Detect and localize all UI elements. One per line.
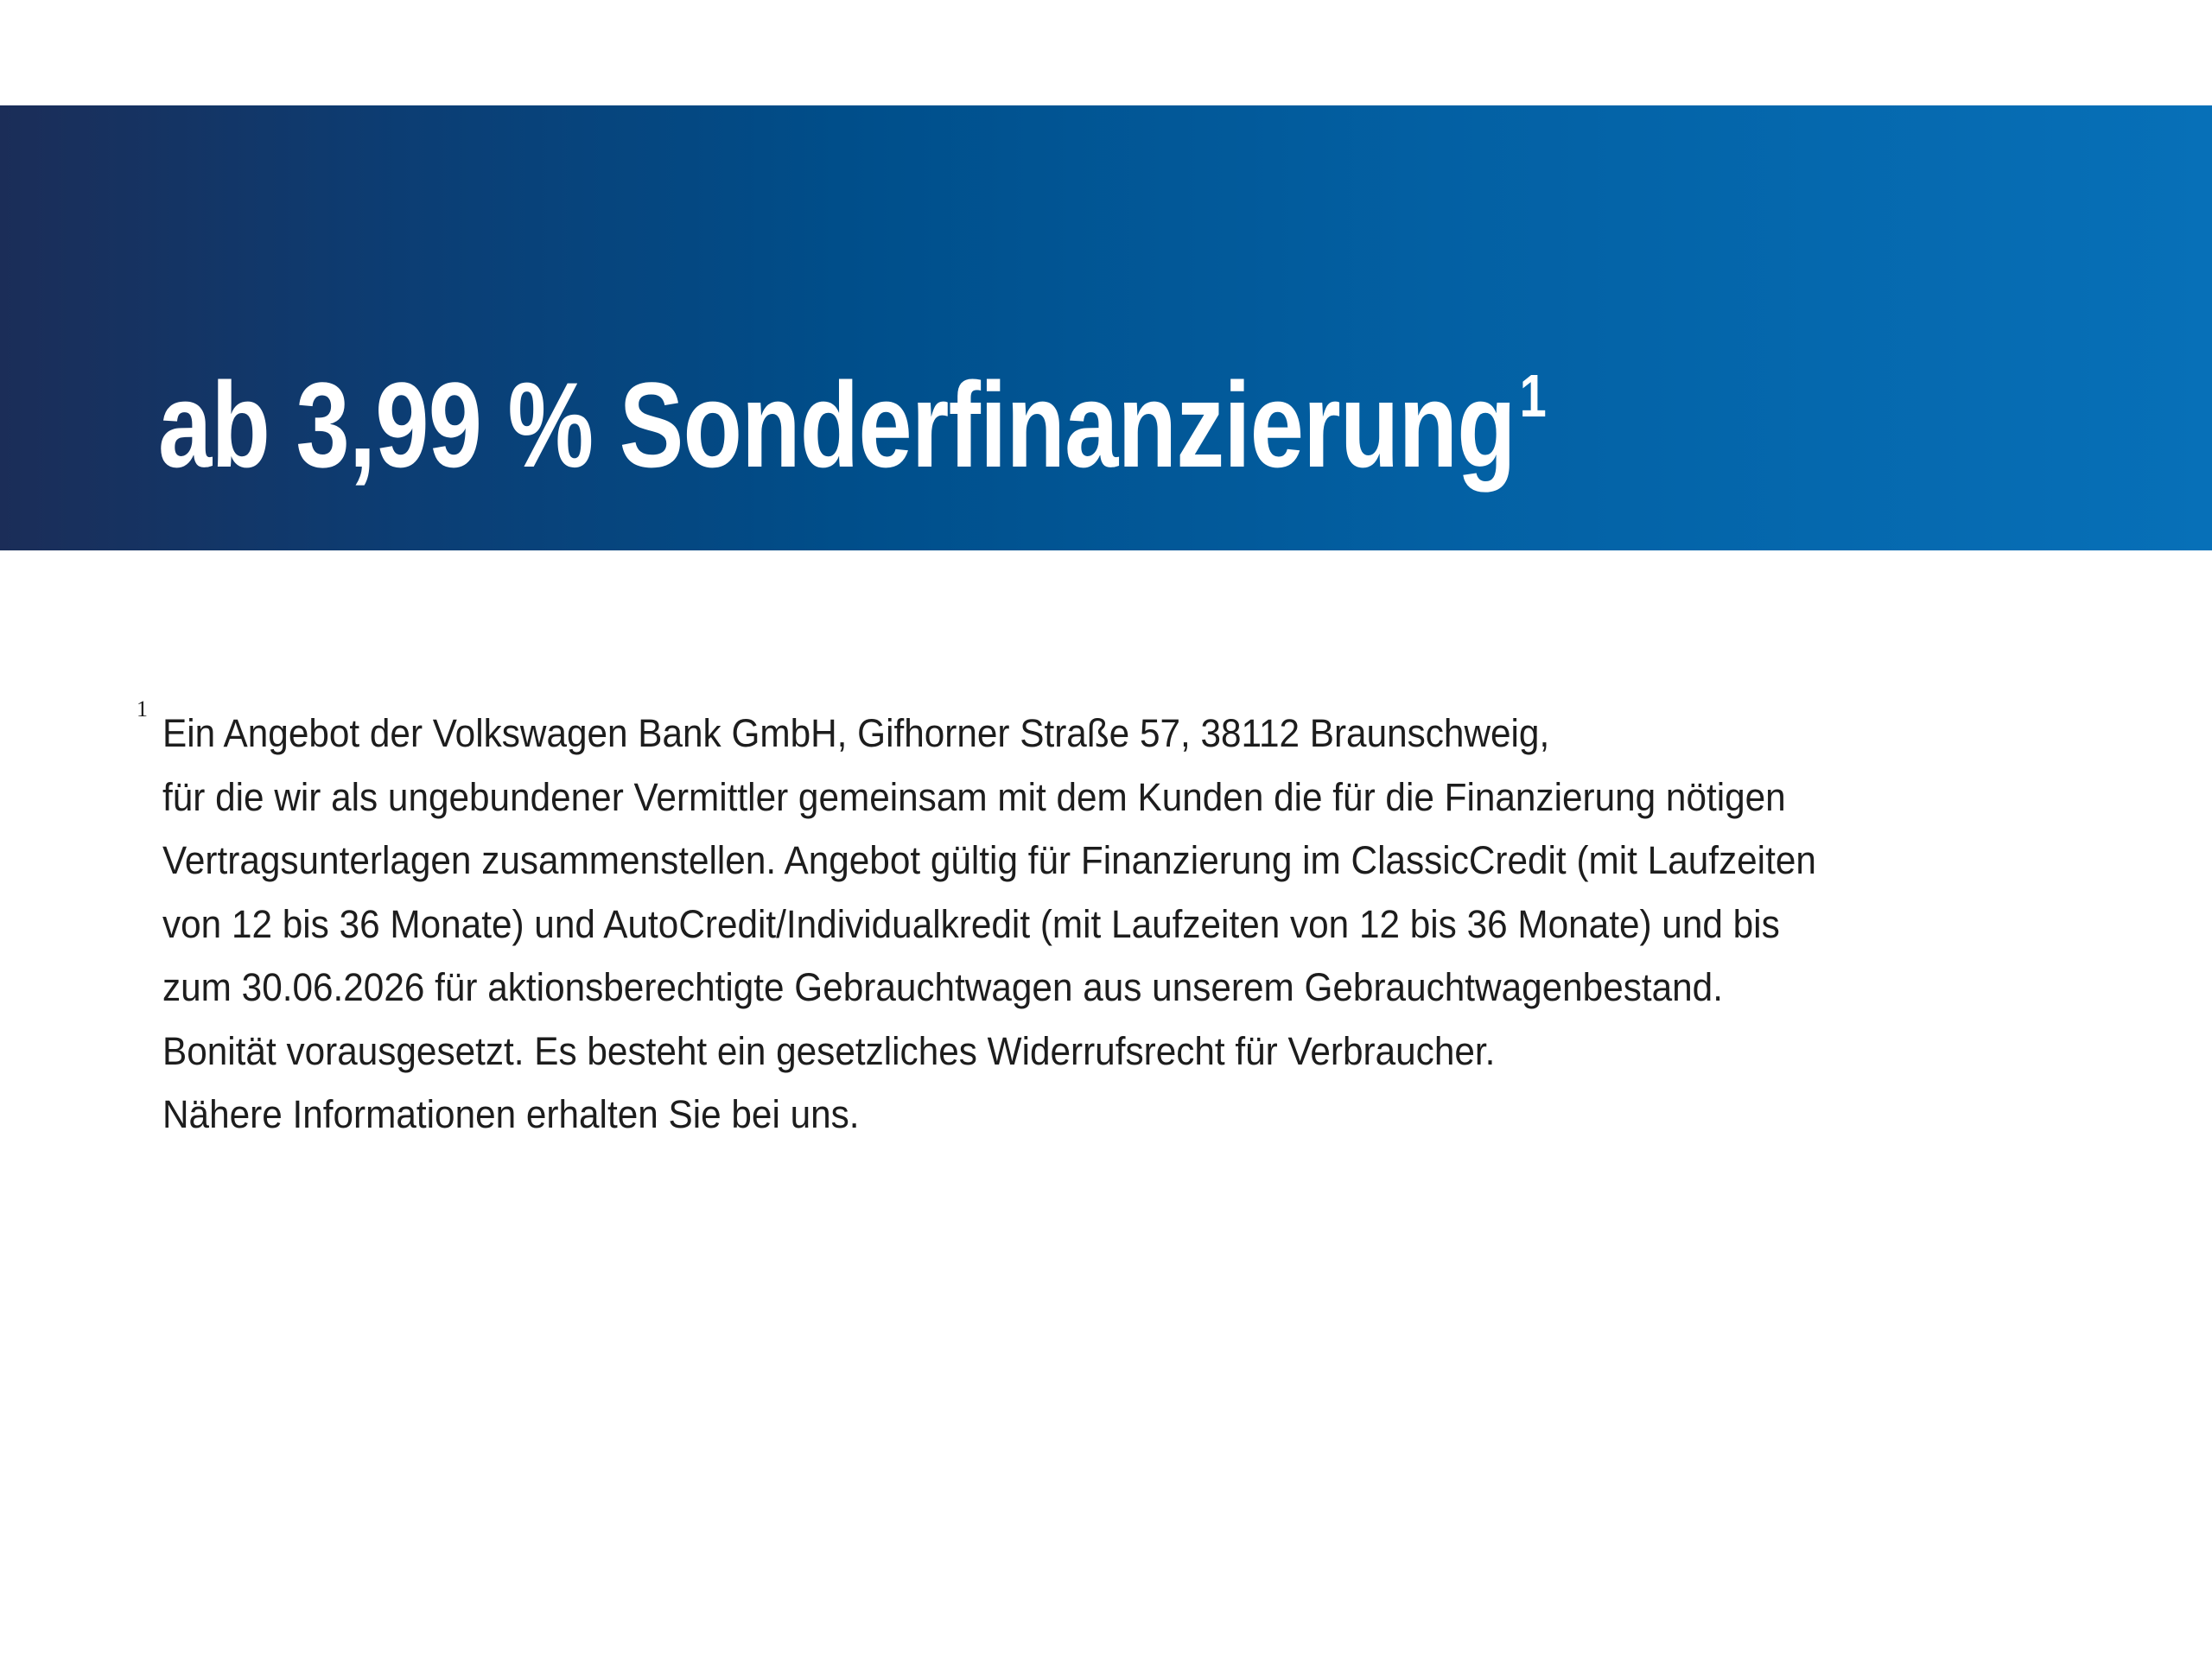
footnote-line: für die wir als ungebundener Vermittler … (162, 774, 1786, 819)
promo-banner: ab 3,99 % Sonderfinanzierung1 (0, 105, 2212, 550)
footnote-line: Nähere Informationen erhalten Sie bei un… (162, 1092, 860, 1136)
footnote-line: von 12 bis 36 Monate) und AutoCredit/Ind… (162, 901, 1780, 946)
footnote-line: Bonität vorausgesetzt. Es besteht ein ge… (162, 1028, 1496, 1073)
footnote-reference: 1 (1519, 362, 1547, 429)
banner-title-text: ab 3,99 % Sonderfinanzierung (158, 357, 1516, 493)
banner-title: ab 3,99 % Sonderfinanzierung1 (158, 362, 1547, 486)
footnote-line: Ein Angebot der Volkswagen Bank GmbH, Gi… (162, 711, 1550, 755)
footnote-text: Ein Angebot der Volkswagen Bank GmbH, Gi… (162, 702, 1922, 1147)
footnote-line: zum 30.06.2026 für aktionsberechtigte Ge… (162, 965, 1723, 1009)
footnote-marker: 1 (137, 696, 148, 721)
footnote-line: Vertragsunterlagen zusammenstellen. Ange… (162, 838, 1816, 882)
